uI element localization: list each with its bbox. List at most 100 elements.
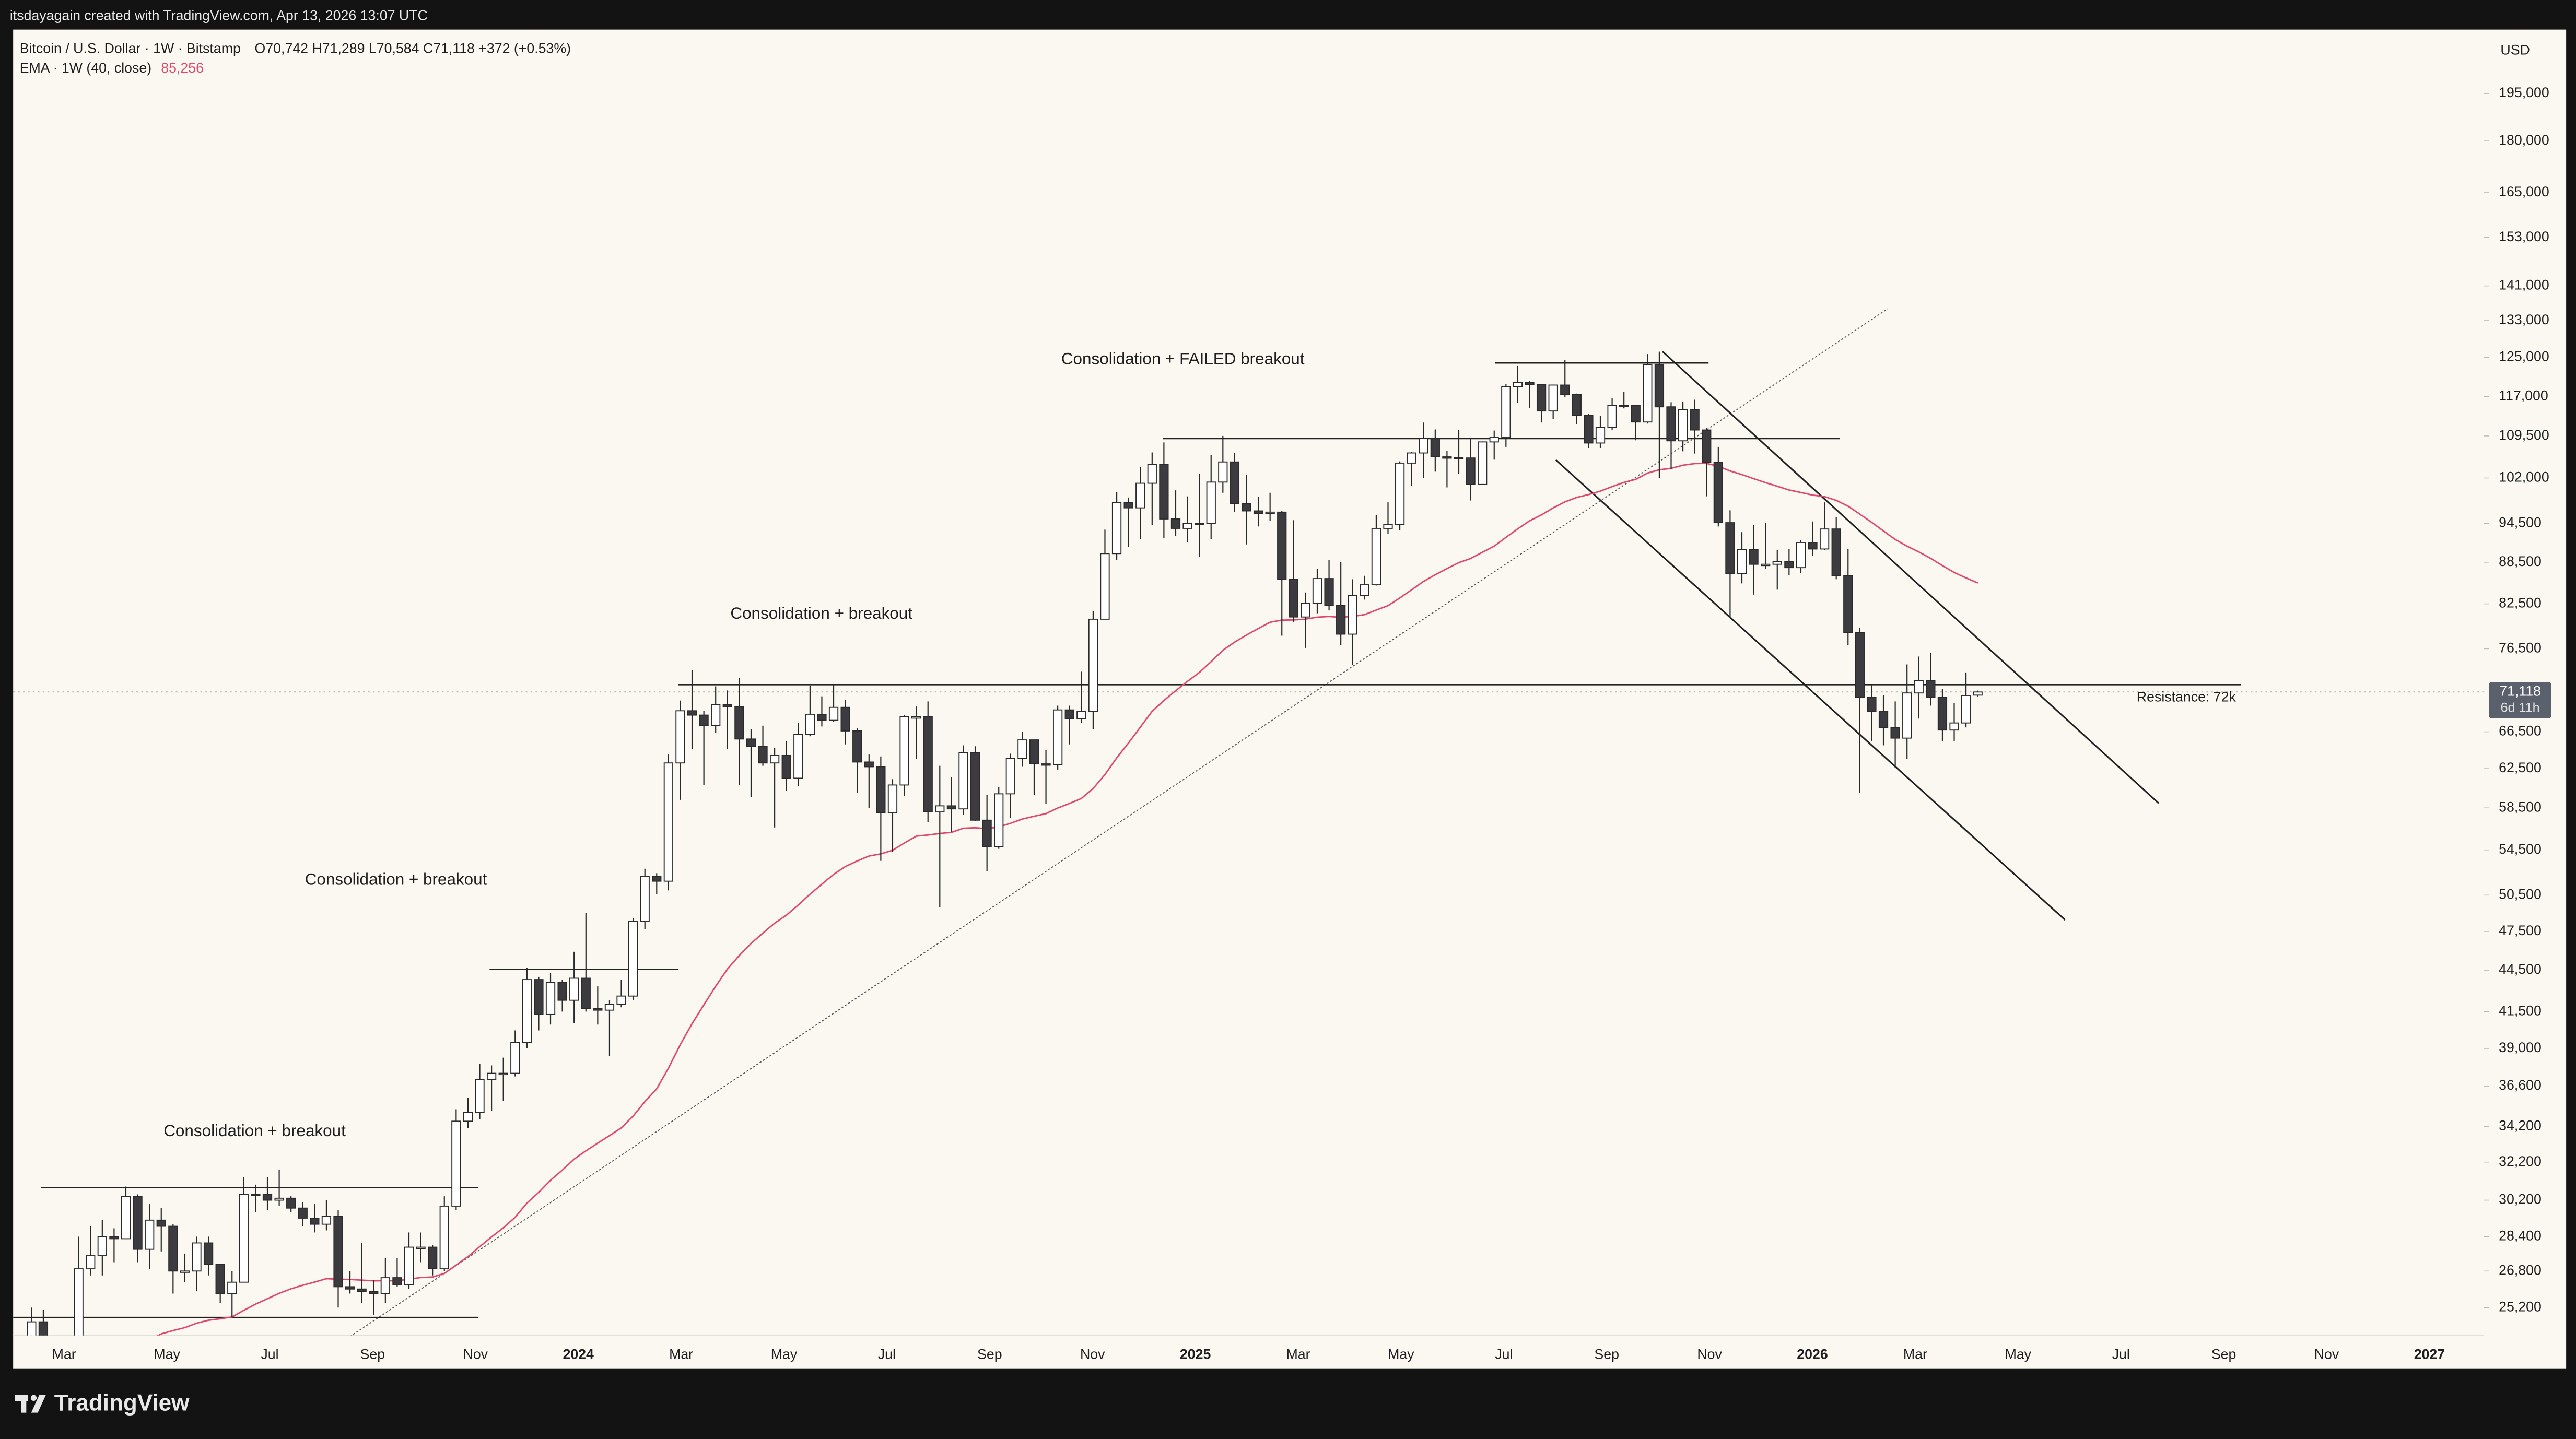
ohlc-legend: O70,742 H71,289 L70,584 C71,118 +372 (+0…	[255, 40, 571, 56]
candle-body	[498, 1072, 508, 1076]
candle-body	[1123, 502, 1133, 509]
candle-body	[1265, 511, 1275, 514]
x-tick-label: 2024	[563, 1347, 594, 1362]
logo-mark	[21, 1395, 27, 1413]
candle-body	[687, 710, 697, 716]
candle-body	[781, 754, 791, 779]
y-tick-label: 32,200	[2499, 1153, 2542, 1169]
candle-body	[1301, 603, 1310, 618]
channel-line	[1555, 459, 2066, 921]
candle-body	[1336, 605, 1346, 635]
candle-body	[1926, 680, 1936, 698]
candle-body	[156, 1219, 166, 1227]
x-tick-label: Mar	[52, 1347, 76, 1362]
candle-body	[1761, 563, 1771, 567]
x-tick-label: Sep	[1594, 1347, 1619, 1362]
annotation: Consolidation + breakout	[305, 870, 487, 889]
candle-body	[1914, 680, 1924, 694]
last-price-box	[2489, 682, 2551, 718]
candle-body	[1654, 364, 1665, 408]
drawings	[13, 308, 2160, 1336]
y-tick-label: 54,500	[2499, 841, 2542, 857]
candle-body	[1371, 528, 1381, 585]
candle-body	[1961, 695, 1971, 724]
candle-body	[1737, 549, 1747, 574]
plot-background	[13, 29, 2567, 1369]
candle-body	[1666, 406, 1676, 442]
y-tick-label: 36,600	[2499, 1077, 2542, 1093]
candle-body	[1395, 462, 1405, 525]
candle-body	[1076, 711, 1086, 720]
candle-body	[1501, 386, 1511, 438]
candle-body	[392, 1277, 402, 1285]
channel-line	[1662, 351, 2160, 804]
candle-body	[899, 716, 909, 786]
candle-body	[1111, 502, 1122, 555]
candle-body	[793, 734, 803, 779]
candle-body	[1005, 758, 1015, 795]
candle-body	[1902, 692, 1912, 739]
candle-body	[1489, 437, 1499, 443]
candle-body	[1182, 523, 1192, 529]
countdown-label: 6d 11h	[2501, 700, 2540, 715]
candle-body	[1784, 561, 1794, 569]
candle-body	[1678, 409, 1688, 442]
candle-body	[935, 805, 945, 812]
candle-body	[145, 1219, 155, 1250]
x-tick-label: Sep	[360, 1347, 385, 1362]
candle-body	[852, 730, 862, 763]
y-tick-label: 82,500	[2499, 595, 2542, 611]
resistance-label: Resistance: 72k	[2137, 689, 2237, 705]
y-tick-label: 102,000	[2499, 469, 2549, 485]
credit: itsdayagain created with TradingView.com…	[10, 8, 428, 23]
x-tick-label: Nov	[463, 1347, 488, 1362]
last-price-label: 71,118	[2499, 683, 2541, 699]
candle-body	[958, 752, 968, 810]
candle-body	[404, 1246, 414, 1285]
x-tick-label: Sep	[977, 1347, 1002, 1362]
ema-line	[156, 463, 1978, 1336]
candle-body	[428, 1246, 438, 1270]
candle-body	[1749, 549, 1759, 565]
annotation: Consolidation + breakout	[163, 1122, 346, 1140]
candle-body	[1478, 441, 1488, 485]
candle-body	[475, 1079, 485, 1113]
candle-body	[1548, 384, 1558, 412]
candle-body	[628, 921, 638, 997]
y-tick-label: 28,400	[2499, 1228, 2542, 1243]
candle-body	[1607, 405, 1617, 428]
candle-body	[1430, 438, 1440, 457]
candle-body	[1937, 697, 1948, 731]
candle-body	[1348, 595, 1357, 635]
x-tick-label: May	[771, 1347, 798, 1362]
x-tick-label: Sep	[2211, 1347, 2237, 1362]
candle-body	[1572, 394, 1582, 416]
candle-body	[1360, 584, 1369, 596]
candle-body	[1466, 457, 1476, 485]
candle-body	[416, 1246, 426, 1249]
y-tick-label: 30,200	[2499, 1192, 2542, 1207]
candle-body	[1595, 427, 1606, 444]
candle-body	[994, 793, 1004, 847]
candle-body	[1053, 709, 1063, 765]
x-tick-label: Jul	[2112, 1347, 2130, 1362]
candle-body	[1442, 456, 1452, 459]
candle-body	[1619, 405, 1629, 407]
candle-body	[663, 762, 673, 882]
y-tick-label: 66,500	[2499, 723, 2542, 739]
candle-body	[805, 713, 815, 735]
candle-body	[1831, 528, 1841, 576]
y-tick-label: 109,500	[2499, 427, 2549, 443]
candle-body	[1725, 522, 1735, 574]
candle-body	[1206, 481, 1216, 524]
x-tick-label: 2026	[1797, 1347, 1828, 1362]
candle-body	[1088, 618, 1098, 712]
candle-body	[180, 1270, 190, 1273]
x-tick-label: May	[1388, 1347, 1414, 1362]
candle-body	[1843, 575, 1853, 633]
y-tick-label: 180,000	[2499, 132, 2549, 148]
candle-body	[298, 1207, 308, 1219]
y-tick-label: 76,500	[2499, 640, 2542, 655]
